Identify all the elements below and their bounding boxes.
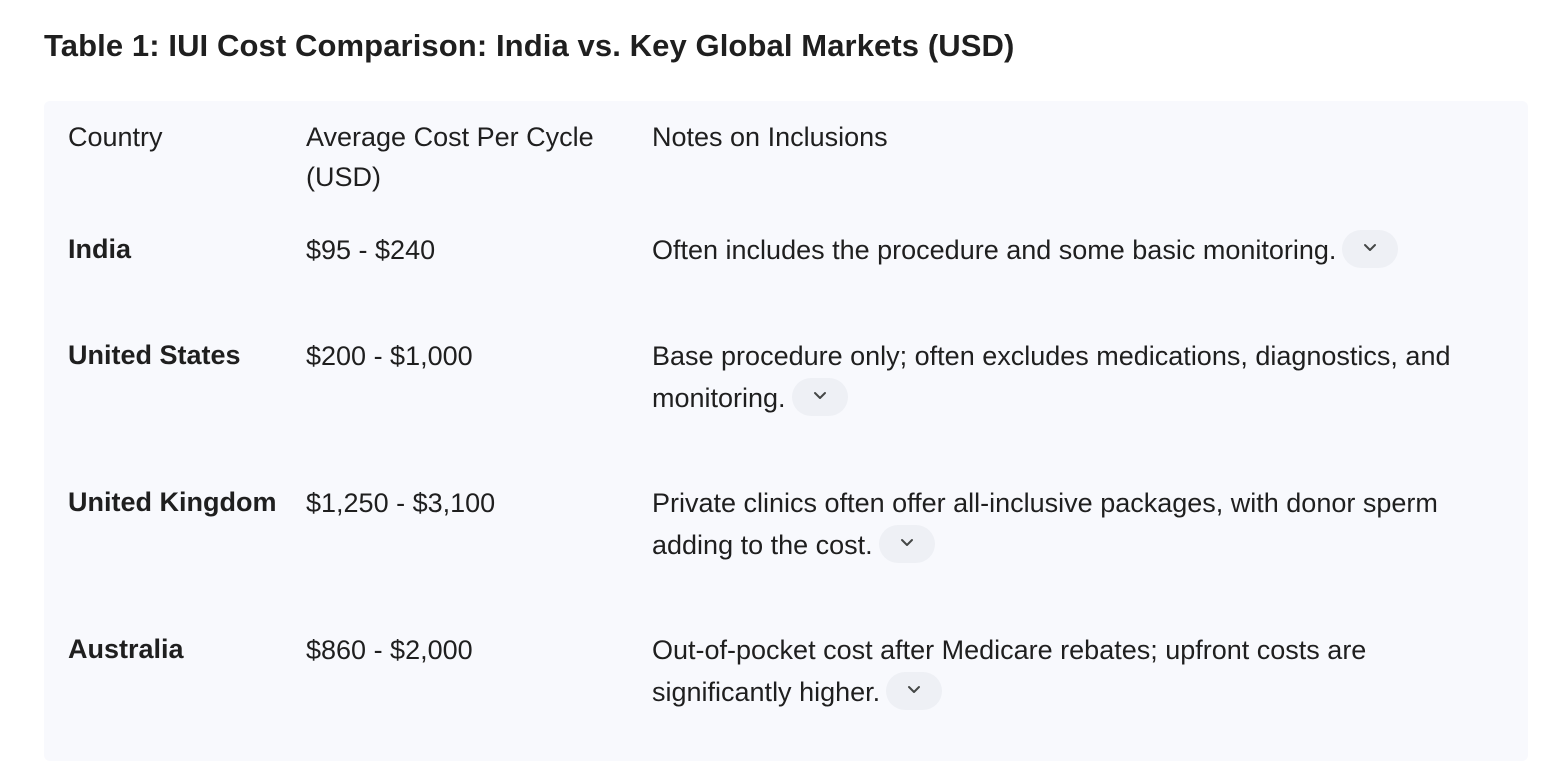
expand-citation-button[interactable]: [1342, 229, 1399, 268]
notes-text: Private clinics often offer all-inclusiv…: [652, 488, 1438, 560]
cost-cell: $1,250 - $3,100: [306, 488, 496, 518]
cost-cell: $95 - $240: [306, 235, 436, 265]
country-cell: Australia: [68, 634, 184, 664]
chevron-down-icon: [1364, 243, 1377, 251]
expand-citation-button[interactable]: [791, 377, 848, 416]
chevron-down-icon: [813, 391, 826, 399]
notes-cell: Often includes the procedure and some ba…: [652, 229, 1512, 271]
header-notes: Notes on Inclusions: [652, 122, 888, 152]
chevron-down-icon: [908, 685, 921, 693]
header-country: Country: [68, 122, 163, 152]
header-average-cost: Average Cost Per Cycle (USD): [306, 122, 594, 192]
notes-cell: Out-of-pocket cost after Medicare rebate…: [652, 629, 1512, 713]
country-cell: India: [68, 234, 132, 264]
cost-cell: $200 - $1,000: [306, 341, 473, 371]
chevron-down-icon: [900, 538, 913, 546]
notes-text: Often includes the procedure and some ba…: [652, 235, 1337, 265]
notes-cell: Private clinics often offer all-inclusiv…: [652, 482, 1512, 566]
expand-citation-button[interactable]: [878, 524, 935, 563]
country-cell: United States: [68, 340, 241, 370]
table-title: Table 1: IUI Cost Comparison: India vs. …: [44, 28, 1015, 63]
notes-text: Base procedure only; often excludes medi…: [652, 341, 1451, 413]
cost-cell: $860 - $2,000: [306, 635, 473, 665]
country-cell: United Kingdom: [68, 487, 277, 517]
expand-citation-button[interactable]: [886, 671, 943, 710]
cost-comparison-table: Country Average Cost Per Cycle (USD) Not…: [44, 101, 1528, 761]
notes-cell: Base procedure only; often excludes medi…: [652, 335, 1512, 419]
notes-text: Out-of-pocket cost after Medicare rebate…: [652, 635, 1367, 707]
